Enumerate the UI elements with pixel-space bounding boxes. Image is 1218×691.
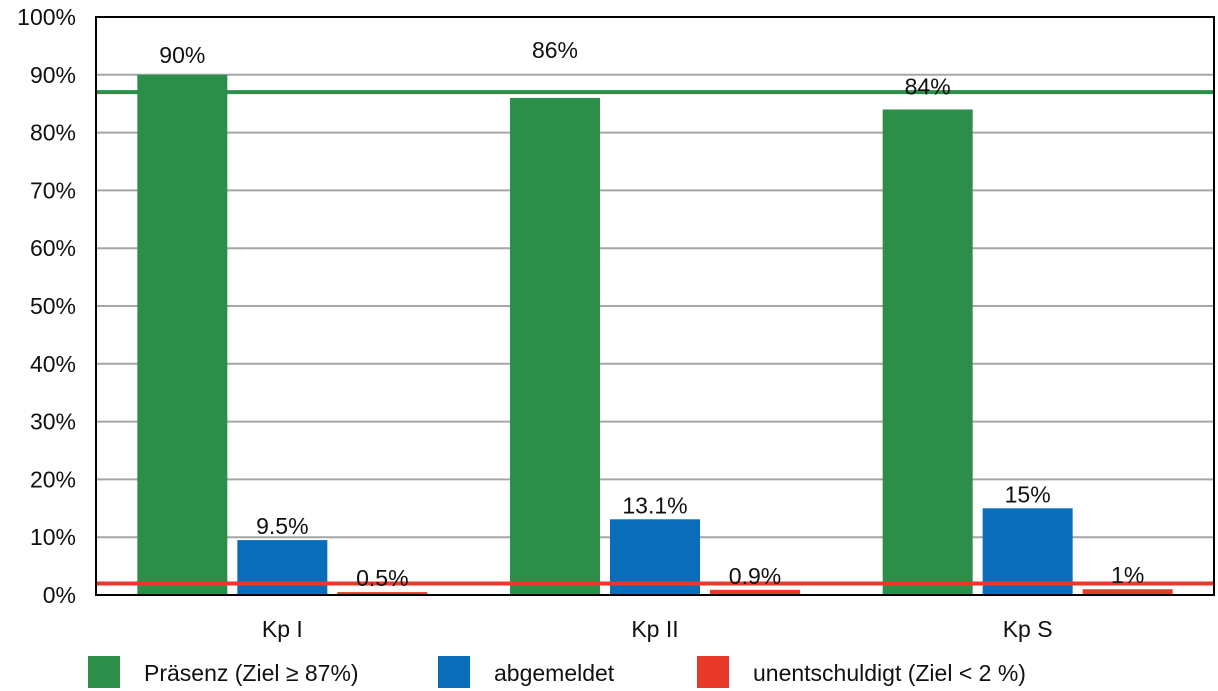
data-label: 0.9% — [729, 563, 781, 589]
bar — [510, 97, 600, 596]
target-lines — [96, 90, 1214, 586]
legend-item: abgemeldet — [438, 656, 615, 688]
data-label: 1% — [1111, 562, 1144, 588]
x-axis: Kp I Kp II Kp S — [262, 616, 1053, 642]
bar — [337, 592, 428, 595]
gridlines — [96, 73, 1214, 539]
data-label: 13.1% — [622, 492, 687, 518]
y-axis: 0% 10% 20% 30% 40% 50% 60% 70% 80% 90% 100% — [17, 4, 76, 608]
bar — [882, 109, 973, 595]
y-tick-label: 0% — [43, 582, 76, 608]
data-labels: 90% 9.5% 0.5% 86% 13.1% 0.9% 84% 15% 1% — [159, 37, 1144, 591]
data-label: 0.5% — [356, 565, 408, 591]
bars — [137, 74, 1173, 596]
y-tick-label: 70% — [30, 177, 76, 203]
legend-swatch — [88, 656, 120, 688]
y-tick-label: 10% — [30, 524, 76, 550]
bar — [1082, 589, 1173, 595]
data-label: 86% — [532, 37, 578, 63]
bar — [137, 74, 228, 596]
legend-item: Präsenz (Ziel ≥ 87%) — [88, 656, 359, 688]
legend-label: abgemeldet — [494, 660, 615, 686]
legend: Präsenz (Ziel ≥ 87%) abgemeldet unentschul… — [88, 656, 1026, 688]
data-label: 90% — [159, 42, 205, 68]
y-tick-label: 20% — [30, 466, 76, 492]
legend-swatch — [438, 656, 470, 688]
bar — [237, 540, 328, 595]
x-tick-label: Kp I — [262, 616, 303, 642]
bar — [982, 508, 1073, 595]
legend-swatch — [697, 656, 729, 688]
x-tick-label: Kp S — [1003, 616, 1053, 642]
data-label: 15% — [1005, 481, 1051, 507]
data-label: 84% — [905, 73, 951, 99]
y-tick-label: 100% — [17, 4, 76, 30]
y-tick-label: 30% — [30, 409, 76, 435]
data-label: 9.5% — [256, 513, 308, 539]
y-tick-label: 40% — [30, 351, 76, 377]
y-tick-label: 80% — [30, 120, 76, 146]
y-tick-label: 50% — [30, 293, 76, 319]
legend-label: unentschuldigt (Ziel < 2 %) — [753, 660, 1026, 686]
y-tick-label: 60% — [30, 235, 76, 261]
legend-item: unentschuldigt (Ziel < 2 %) — [697, 656, 1026, 688]
x-tick-label: Kp II — [631, 616, 678, 642]
y-tick-label: 90% — [30, 62, 76, 88]
plot-frame — [95, 16, 1215, 596]
bar — [710, 589, 800, 595]
legend-label: Präsenz (Ziel ≥ 87%) — [144, 660, 359, 686]
